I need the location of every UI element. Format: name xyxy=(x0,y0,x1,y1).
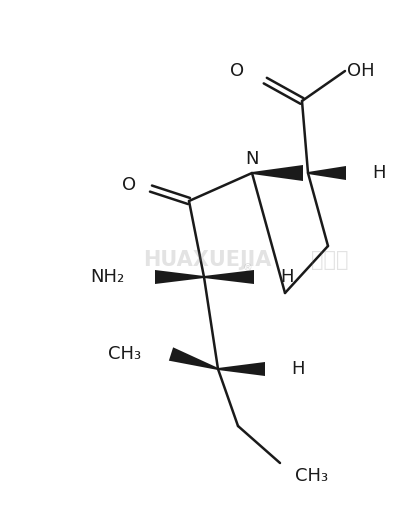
Polygon shape xyxy=(204,270,254,284)
Text: H: H xyxy=(371,164,385,182)
Text: HUAXUEJIA: HUAXUEJIA xyxy=(142,250,271,270)
Text: H: H xyxy=(290,360,304,378)
Polygon shape xyxy=(169,347,218,370)
Polygon shape xyxy=(154,270,204,284)
Text: CH₃: CH₃ xyxy=(294,467,328,485)
Polygon shape xyxy=(218,362,264,376)
Polygon shape xyxy=(307,166,345,180)
Text: N: N xyxy=(244,150,258,168)
Text: O: O xyxy=(229,62,243,80)
Text: H: H xyxy=(279,268,293,286)
Text: O: O xyxy=(121,176,136,194)
Text: 化学加: 化学加 xyxy=(311,250,348,270)
Text: ®: ® xyxy=(242,263,252,273)
Text: CH₃: CH₃ xyxy=(108,345,141,363)
Text: OH: OH xyxy=(346,62,374,80)
Polygon shape xyxy=(252,165,302,181)
Text: NH₂: NH₂ xyxy=(90,268,125,286)
